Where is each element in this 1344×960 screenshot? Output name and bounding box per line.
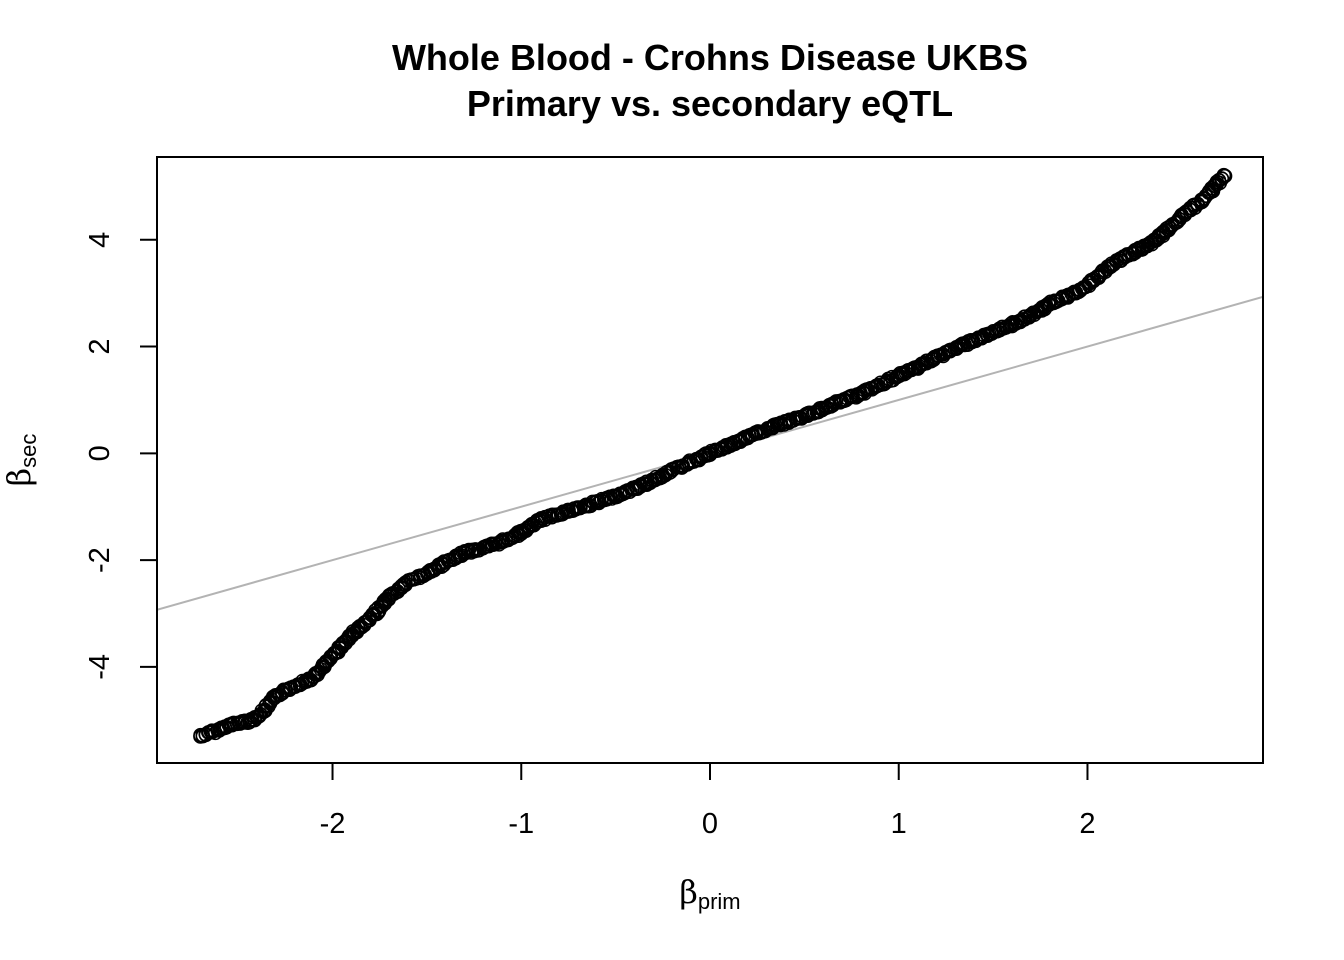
x-tick-label: -1 <box>508 808 534 840</box>
data-point <box>1217 168 1233 184</box>
data-point <box>1216 167 1232 183</box>
x-tick-label: 0 <box>702 808 718 840</box>
x-tick-label: -2 <box>320 808 346 840</box>
x-axis-label: βprim <box>679 873 740 914</box>
y-tick-label: -4 <box>84 654 116 680</box>
data-point <box>855 385 871 401</box>
points-layer <box>193 167 1233 744</box>
x-axis-label-subscript: prim <box>698 889 741 914</box>
y-axis: -4 -2 0 2 4 <box>84 232 157 680</box>
x-tick-label: 2 <box>1079 808 1095 840</box>
y-axis-label: βsec <box>0 434 41 487</box>
chart-subtitle: Primary vs. secondary eQTL <box>467 83 953 124</box>
y-axis-label-symbol: β <box>0 468 38 487</box>
y-tick-label: 2 <box>84 338 116 354</box>
x-axis: -2 -1 0 1 2 <box>320 763 1096 840</box>
y-tick-label: 4 <box>84 232 116 248</box>
x-tick-label: 1 <box>891 808 907 840</box>
y-tick-label: 0 <box>84 445 116 461</box>
y-axis-label-subscript: sec <box>16 434 41 468</box>
chart-title: Whole Blood - Crohns Disease UKBS <box>392 37 1028 78</box>
y-tick-label: -2 <box>84 547 116 573</box>
x-axis-label-symbol: β <box>679 873 698 911</box>
plot-area <box>156 156 1264 764</box>
data-point <box>438 555 454 570</box>
